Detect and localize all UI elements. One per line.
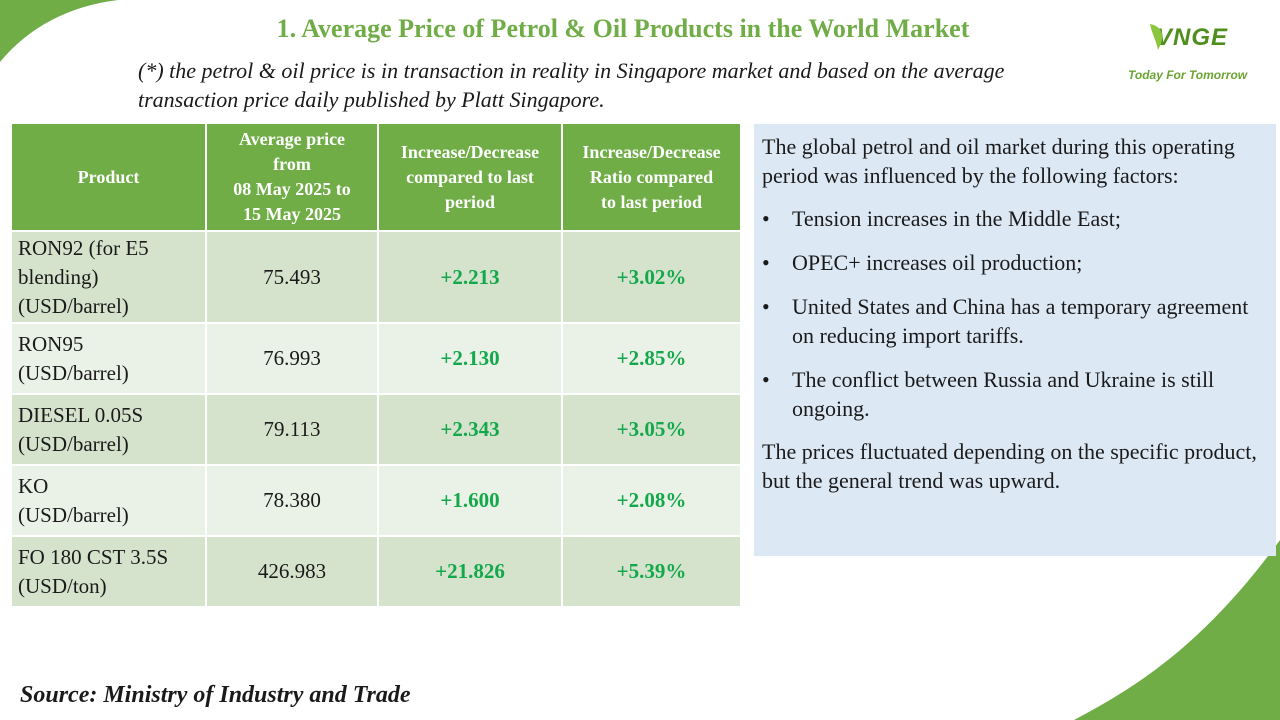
average-price-cell: 79.113: [205, 393, 379, 466]
header-average-price: Average price from 08 May 2025 to 15 May…: [205, 122, 379, 232]
header-line: to last period: [601, 191, 702, 212]
header-line: 08 May 2025 to: [233, 179, 351, 199]
average-price-cell: 426.983: [205, 535, 379, 608]
product-cell: RON95 (USD/barrel): [10, 322, 207, 395]
table-row: DIESEL 0.05S (USD/barrel) 79.113 +2.343 …: [10, 393, 742, 466]
note-line-1: (*) the petrol & oil price is in transac…: [138, 58, 1005, 83]
ratio-cell: +3.02%: [561, 230, 742, 324]
header-product: Product: [10, 122, 207, 232]
table-row: KO (USD/barrel) 78.380 +1.600 +2.08%: [10, 464, 742, 537]
logo-tagline: Today For Tomorrow: [1128, 68, 1248, 82]
change-cell: +2.130: [377, 322, 563, 395]
product-line: KO: [18, 473, 49, 498]
bullet-icon: •: [762, 206, 770, 231]
list-item: • OPEC+ increases oil production;: [762, 248, 1266, 277]
product-line: (USD/barrel): [18, 431, 129, 456]
header-line: Increase/Decrease: [582, 141, 721, 162]
header-line: period: [444, 191, 495, 212]
market-factors-panel: The global petrol and oil market during …: [754, 124, 1276, 556]
bullet-icon: •: [762, 367, 770, 392]
ratio-cell: +3.05%: [561, 393, 742, 466]
logo-mark: VNGE: [1156, 24, 1229, 51]
bullet-icon: •: [762, 294, 770, 319]
product-line: DIESEL 0.05S: [18, 402, 144, 427]
list-item: • United States and China has a temporar…: [762, 292, 1266, 350]
table-header-row: Product Average price from 08 May 2025 t…: [10, 122, 742, 232]
factor-list: • Tension increases in the Middle East; …: [762, 204, 1266, 423]
header-ratio: Increase/Decrease Ratio compared to last…: [561, 122, 742, 232]
header-line: Increase/Decrease: [400, 141, 540, 162]
price-table: Product Average price from 08 May 2025 t…: [10, 122, 742, 608]
panel-conclusion: The prices fluctuated depending on the s…: [762, 439, 1257, 493]
product-line: (USD/barrel): [18, 293, 129, 318]
panel-intro: The global petrol and oil market during …: [762, 134, 1235, 188]
header-line: compared to last: [406, 166, 534, 187]
product-cell: KO (USD/barrel): [10, 464, 207, 537]
product-cell: DIESEL 0.05S (USD/barrel): [10, 393, 207, 466]
leaf-icon: [1150, 24, 1163, 50]
header-line: 15 May 2025: [243, 204, 341, 224]
price-source-note: (*) the petrol & oil price is in transac…: [138, 56, 1138, 114]
header-line: Average price: [238, 129, 346, 149]
product-line: FO 180 CST 3.5S: [18, 544, 169, 569]
ratio-cell: +2.08%: [561, 464, 742, 537]
change-cell: +2.213: [377, 230, 563, 324]
product-cell: RON92 (for E5 blending) (USD/barrel): [10, 230, 207, 324]
average-price-cell: 76.993: [205, 322, 379, 395]
company-logo: VNGE Today For Tomorrow: [1126, 20, 1266, 90]
bullet-icon: •: [762, 250, 770, 275]
average-price-cell: 78.380: [205, 464, 379, 537]
product-line: RON95: [18, 331, 84, 356]
bottom-right-leaf-decoration: [1074, 540, 1280, 720]
product-line: blending): [18, 264, 99, 289]
change-cell: +21.826: [377, 535, 563, 608]
header-change: Increase/Decrease compared to last perio…: [377, 122, 563, 232]
factor-text: The conflict between Russia and Ukraine …: [792, 367, 1215, 421]
table-row: RON92 (for E5 blending) (USD/barrel) 75.…: [10, 230, 742, 324]
product-line: (USD/ton): [18, 573, 107, 598]
factor-text: Tension increases in the Middle East;: [792, 206, 1121, 231]
header-line: Ratio compared: [589, 166, 714, 187]
page-title: 1. Average Price of Petrol & Oil Product…: [276, 14, 970, 43]
ratio-cell: +5.39%: [561, 535, 742, 608]
product-line: (USD/barrel): [18, 502, 129, 527]
product-line: RON92 (for E5: [18, 235, 149, 260]
change-cell: +1.600: [377, 464, 563, 537]
table-row: RON95 (USD/barrel) 76.993 +2.130 +2.85%: [10, 322, 742, 395]
ratio-cell: +2.85%: [561, 322, 742, 395]
change-cell: +2.343: [377, 393, 563, 466]
product-line: (USD/barrel): [18, 360, 129, 385]
top-left-leaf-decoration: [0, 0, 118, 62]
source-citation: Source: Ministry of Industry and Trade: [20, 682, 411, 708]
table-row: FO 180 CST 3.5S (USD/ton) 426.983 +21.82…: [10, 535, 742, 608]
list-item: • Tension increases in the Middle East;: [762, 204, 1266, 233]
factor-text: OPEC+ increases oil production;: [792, 250, 1083, 275]
average-price-cell: 75.493: [205, 230, 379, 324]
product-cell: FO 180 CST 3.5S (USD/ton): [10, 535, 207, 608]
factor-text: United States and China has a temporary …: [792, 294, 1249, 348]
list-item: • The conflict between Russia and Ukrain…: [762, 365, 1266, 423]
header-line: from: [273, 154, 311, 174]
note-line-2: transaction price daily published by Pla…: [138, 87, 605, 112]
